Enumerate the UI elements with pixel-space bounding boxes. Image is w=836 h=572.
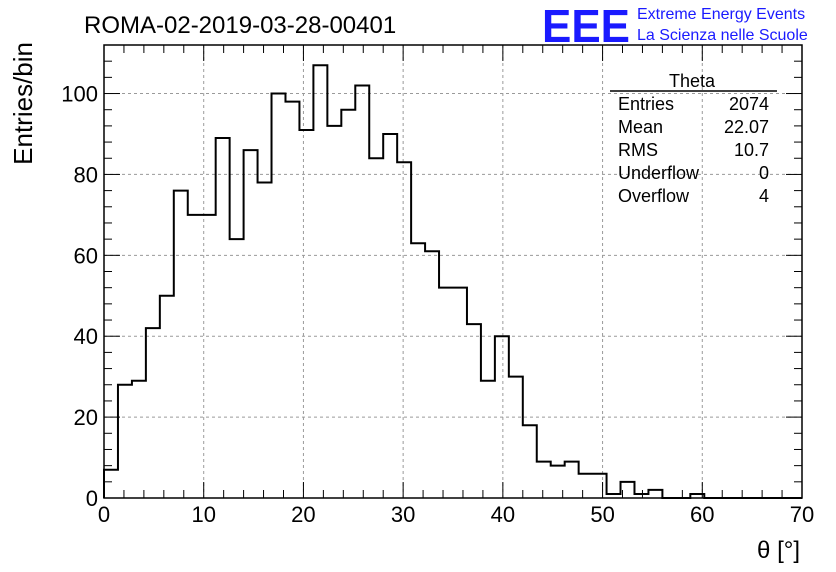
stats-box: Theta Entries 2074 Mean 22.07 RMS 10.7 Underfl… xyxy=(610,71,777,206)
axis-ticks xyxy=(103,44,803,499)
histogram-line xyxy=(103,64,802,499)
stats-title: Theta xyxy=(669,71,716,91)
logo-line-2: La Scienza nelle Scuole xyxy=(637,27,808,44)
stats-label-mean: Mean xyxy=(618,117,663,137)
x-tick-label: 30 xyxy=(391,502,415,527)
x-tick-label: 40 xyxy=(491,502,515,527)
stats-label-entries: Entries xyxy=(618,94,674,114)
plot-frame xyxy=(103,44,803,499)
stats-value-entries: 2074 xyxy=(729,94,769,114)
x-tick-label: 20 xyxy=(291,502,315,527)
chart-title: ROMA-02-2019-03-28-00401 xyxy=(84,12,396,39)
x-tick-label: 60 xyxy=(690,502,714,527)
eee-logo: EEE xyxy=(542,0,630,52)
x-tick-label: 10 xyxy=(191,502,215,527)
y-axis-label: Entries/bin xyxy=(8,42,38,165)
y-tick-label: 80 xyxy=(74,162,98,187)
plot-border xyxy=(103,44,803,499)
grid-lines xyxy=(104,45,802,498)
logo-line-1: Extreme Energy Events xyxy=(637,6,805,23)
stats-label-underflow: Underflow xyxy=(618,163,700,183)
x-tick-label: 70 xyxy=(790,502,814,527)
histogram-outline xyxy=(103,64,802,499)
stats-value-overflow: 4 xyxy=(759,186,769,206)
stats-label-overflow: Overflow xyxy=(618,186,690,206)
stats-value-mean: 22.07 xyxy=(724,117,769,137)
stats-value-rms: 10.7 xyxy=(734,140,769,160)
y-tick-label: 0 xyxy=(86,486,98,511)
x-tick-label: 50 xyxy=(590,502,614,527)
y-tick-label: 60 xyxy=(74,243,98,268)
y-tick-label: 100 xyxy=(61,82,98,107)
stats-label-rms: RMS xyxy=(618,140,658,160)
y-tick-label: 40 xyxy=(74,324,98,349)
y-tick-label: 20 xyxy=(74,405,98,430)
x-axis-label: θ [°] xyxy=(757,537,800,564)
x-tick-label: 0 xyxy=(98,502,110,527)
stats-value-underflow: 0 xyxy=(759,163,769,183)
